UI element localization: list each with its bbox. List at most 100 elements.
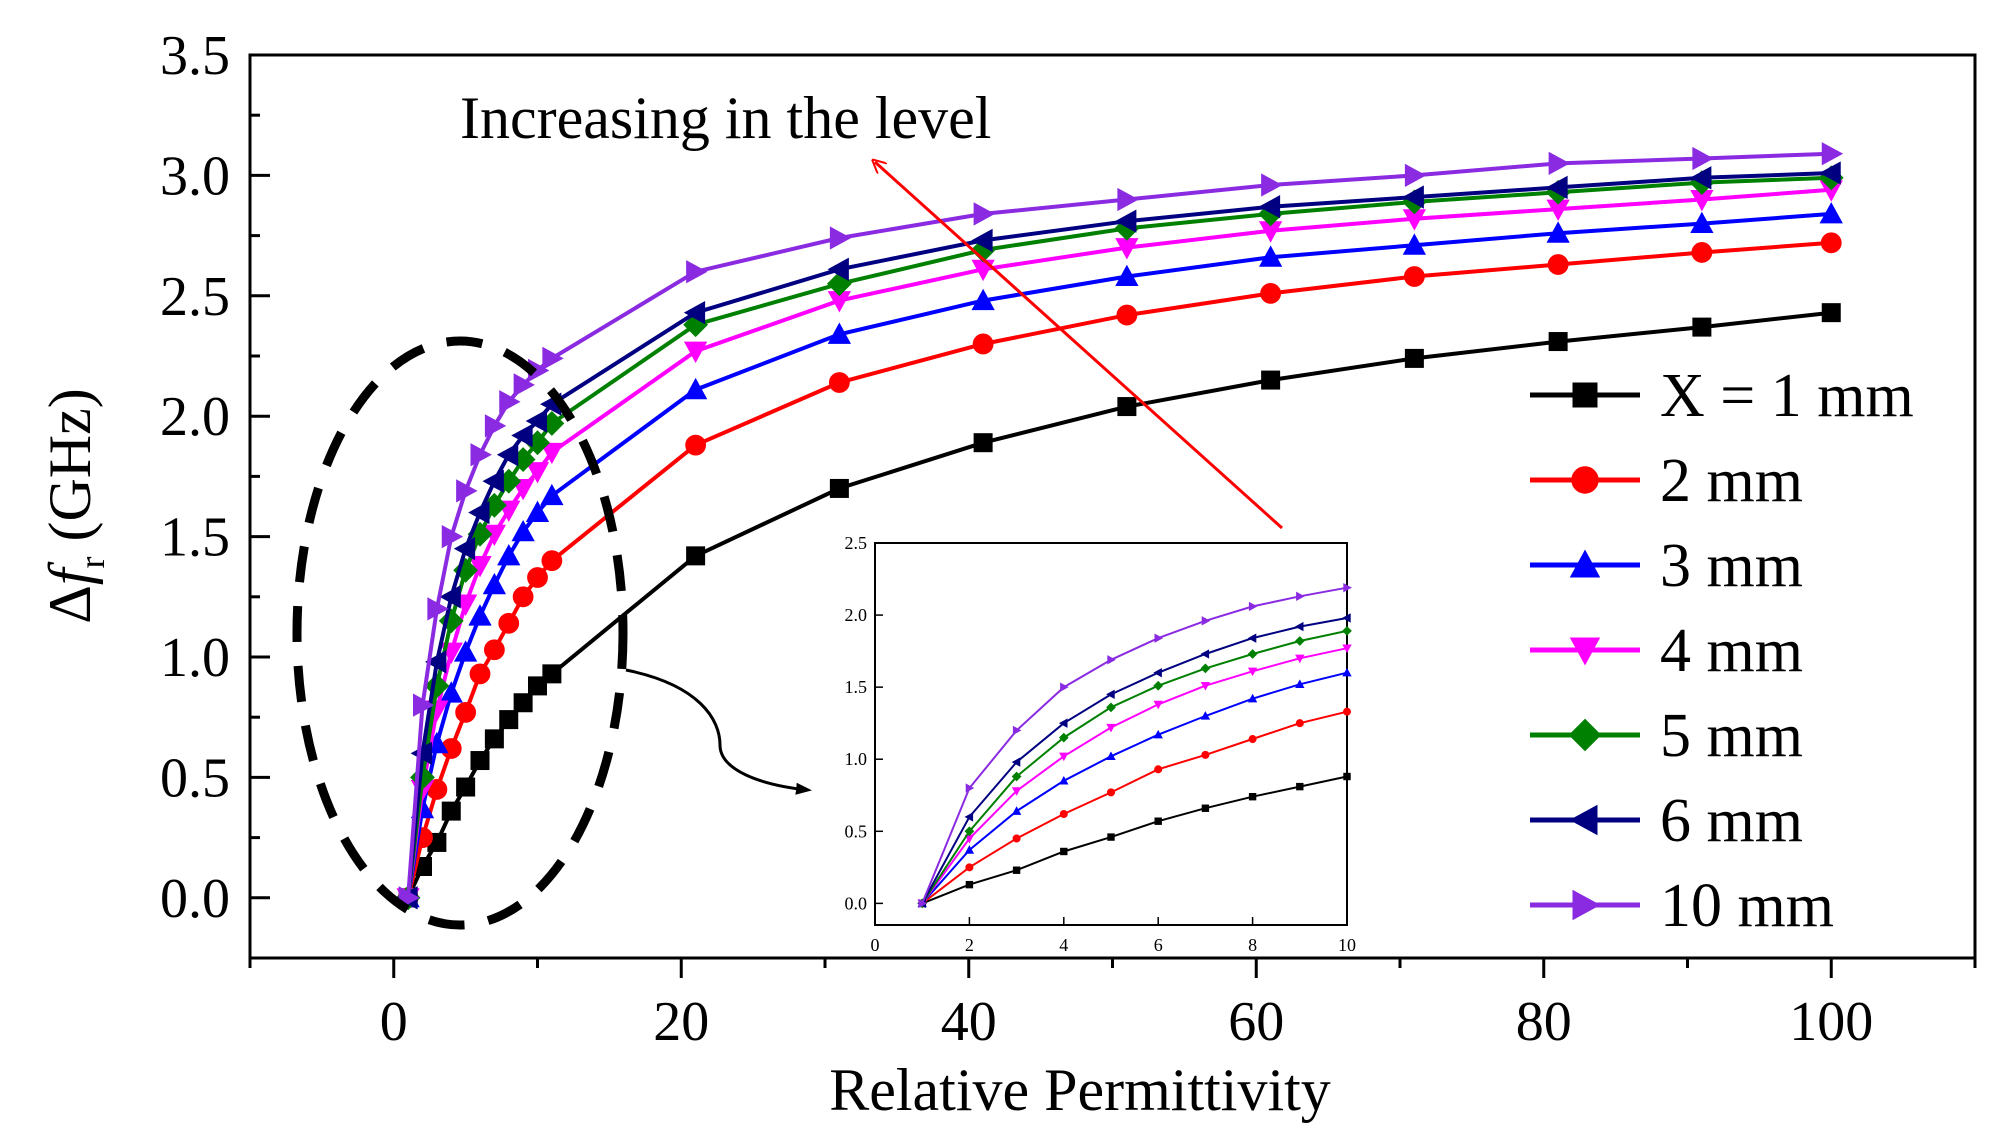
inset-x-tick-label: 0 (871, 935, 880, 955)
data-point (413, 693, 435, 717)
data-point (1258, 195, 1281, 219)
data-point (1692, 317, 1712, 337)
data-point (1546, 175, 1568, 200)
inset-data-point (964, 845, 975, 854)
inset-data-point (1153, 729, 1163, 739)
legend: X = 1 mm 2 mm 3 mm 4 mm 5 mm 6 mm 10 mm (1530, 362, 1914, 940)
data-point (441, 524, 464, 549)
legend-label: 2 mm (1660, 447, 1803, 515)
data-point (528, 676, 547, 696)
legend-label: X = 1 mm (1660, 362, 1914, 430)
inset-x-tick-label: 10 (1338, 935, 1356, 955)
data-point (973, 433, 993, 453)
annotation-red-arrow (875, 162, 1284, 530)
inset-data-point (965, 783, 975, 793)
inset-data-point (1154, 765, 1163, 774)
inset-series-line (921, 586, 1348, 904)
y-tick-label: 2.5 (160, 266, 230, 328)
inset-y-tick-label: 1.5 (845, 677, 868, 697)
data-point (484, 729, 504, 749)
data-point (1260, 282, 1282, 304)
inset-data-point (918, 898, 928, 909)
series-4-mm (396, 180, 1843, 910)
inset-data-point (1011, 787, 1022, 796)
legend-marker (1569, 549, 1601, 578)
inset-data-point (1154, 817, 1162, 825)
inset-data-point (1295, 679, 1305, 688)
inset-data-point (1060, 682, 1069, 692)
inset-data-point (1200, 649, 1210, 659)
data-point (683, 377, 708, 400)
inset-data-point (1295, 719, 1304, 728)
legend-marker (1572, 382, 1598, 408)
data-point (973, 202, 995, 226)
data-point (1819, 161, 1841, 185)
y-tick-label: 0.5 (160, 747, 230, 809)
inset-data-point (1201, 804, 1210, 812)
inset-data-point (1294, 621, 1304, 632)
legend-marker (1568, 718, 1602, 752)
inset-data-point (965, 880, 974, 889)
data-point (827, 322, 852, 344)
y-axis-title: Δfr (GHz) (37, 388, 112, 624)
inset-data-point (1012, 834, 1021, 843)
data-point (829, 226, 852, 250)
inset-data-point (1106, 751, 1116, 761)
y-axis-title-sub: r (72, 557, 112, 569)
data-point (1117, 187, 1139, 212)
legend-item-5-mm: 5 mm (1530, 702, 1803, 770)
data-point (683, 301, 706, 325)
inset-series-2-mm (918, 707, 1352, 908)
y-axis-title-unit: (GHz) (37, 388, 103, 556)
x-tick-label: 20 (653, 991, 709, 1053)
legend-item-3-mm: 3 mm (1530, 532, 1803, 600)
inset-x-tick-label: 2 (965, 935, 974, 955)
series-6-mm (396, 161, 1841, 910)
main-series-group (395, 142, 1844, 911)
data-point (540, 483, 564, 506)
data-point (683, 341, 708, 364)
legend-item-10-mm: 10 mm (1530, 872, 1834, 940)
legend-item-x-1-mm: X = 1 mm (1530, 362, 1914, 430)
inset-data-point (1247, 667, 1258, 677)
inset-data-point (1058, 718, 1068, 728)
data-point (1261, 173, 1283, 197)
data-point (512, 586, 534, 608)
data-point (499, 710, 519, 730)
x-tick-label: 60 (1228, 991, 1284, 1053)
legend-label: 5 mm (1660, 702, 1803, 770)
inset-data-point (1153, 700, 1163, 710)
inset-data-point (1012, 866, 1021, 874)
data-point (453, 640, 478, 662)
inset-data-point (1200, 711, 1211, 720)
data-point (470, 443, 492, 467)
data-point (468, 555, 492, 578)
inset-data-point (964, 812, 974, 822)
legend-marker (1571, 466, 1599, 494)
inset-data-point (1153, 668, 1162, 678)
inset-data-point (1107, 833, 1115, 841)
inset-data-point (1059, 775, 1069, 785)
inset-data-point (1342, 626, 1352, 636)
y-tick-label: 1.5 (160, 507, 230, 569)
x-tick-label: 80 (1516, 991, 1572, 1053)
inset-series-line (921, 617, 1348, 904)
inset-data-point (965, 863, 974, 872)
inset-data-point (1153, 680, 1164, 691)
inset-series-line (921, 629, 1348, 904)
data-point (1261, 370, 1281, 390)
inset-axes: 0.0 0.5 1.0 1.5 2.0 2.5 0 2 4 6 8 10 (845, 533, 1357, 955)
inset-data-point (1106, 788, 1116, 797)
inset-series-3-mm (917, 667, 1352, 908)
inset-data-point (1106, 702, 1116, 713)
inset-data-point (1343, 583, 1352, 593)
data-point (483, 639, 505, 661)
x-tick-label: 0 (380, 991, 408, 1053)
data-point (469, 663, 491, 685)
data-point (1547, 254, 1569, 275)
data-point (525, 462, 550, 484)
data-point (542, 664, 562, 684)
legend-marker (1572, 889, 1601, 921)
data-point (1404, 348, 1424, 368)
